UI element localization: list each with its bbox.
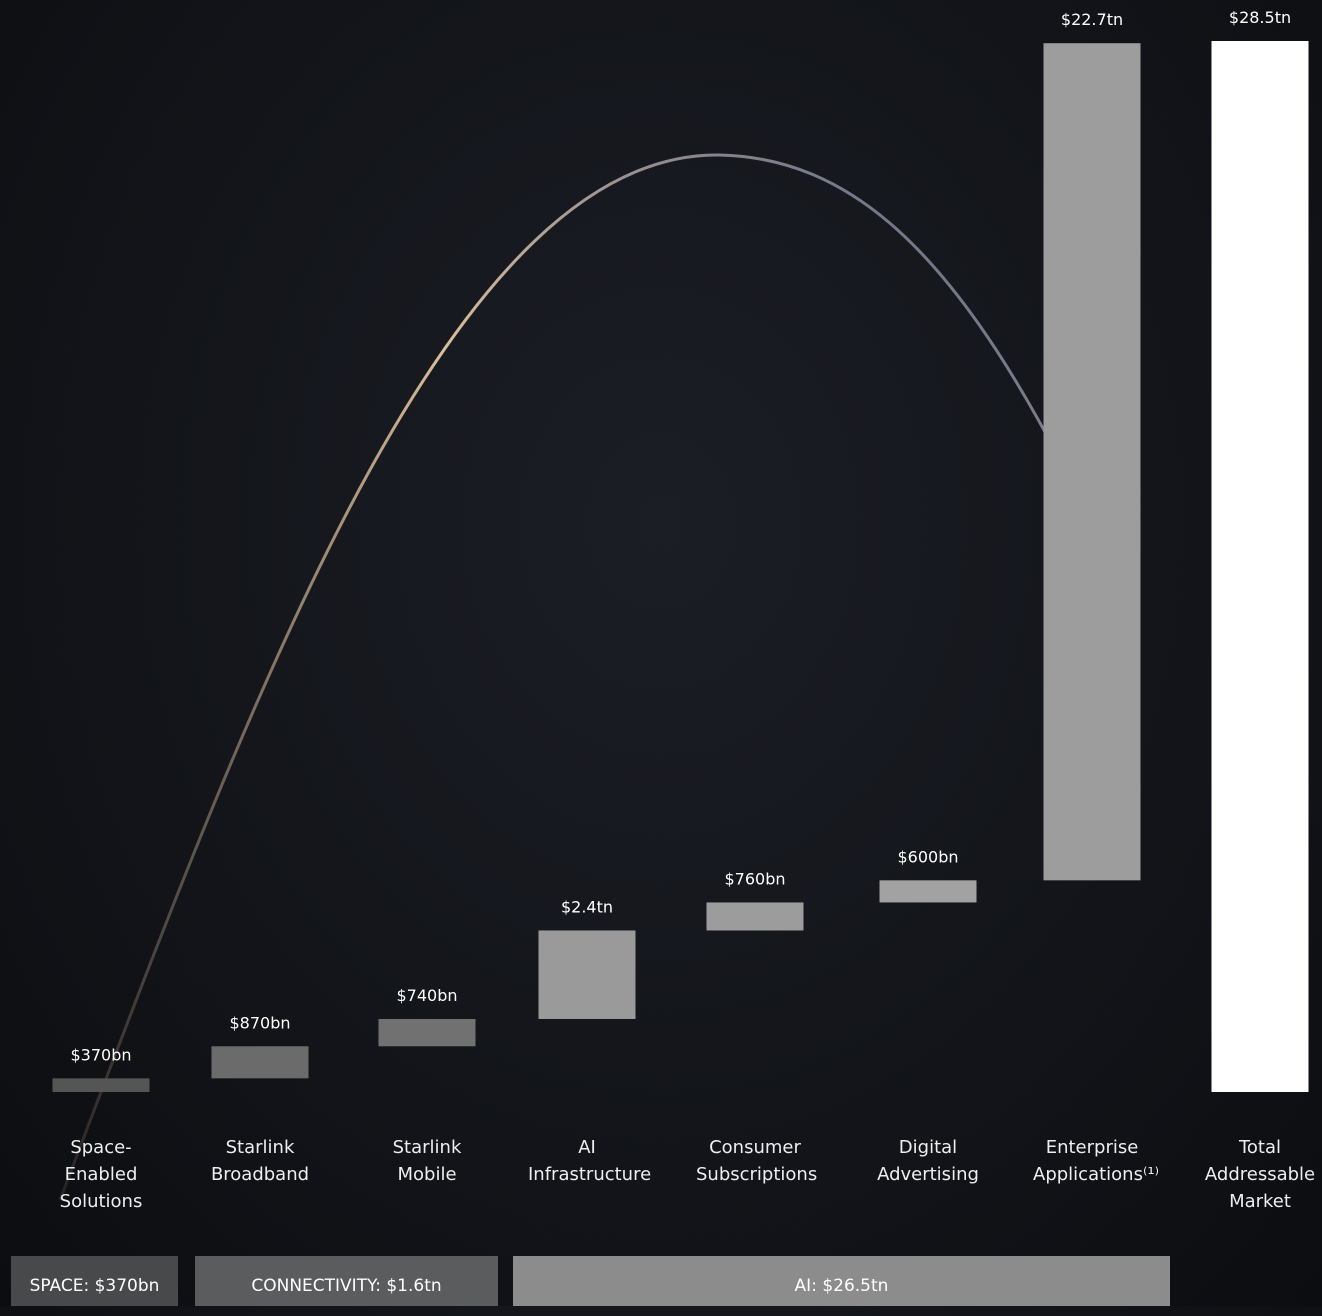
bar xyxy=(879,880,977,903)
category-label: Enterprise Applications⁽¹⁾ xyxy=(1033,1137,1160,1185)
rocket-trail xyxy=(58,153,1062,1201)
value-label: $22.7tn xyxy=(1061,10,1123,29)
value-label: $370bn xyxy=(70,1045,131,1064)
bar xyxy=(211,1046,309,1079)
bar xyxy=(1211,41,1309,1092)
value-label: $760bn xyxy=(724,869,785,888)
category-label: Space-Enabled Solutions xyxy=(59,1137,143,1212)
bar xyxy=(706,902,804,931)
bar xyxy=(538,930,636,1019)
group-bar: AI: $26.5tn xyxy=(513,1256,1170,1306)
group-bar: CONNECTIVITY: $1.6tn xyxy=(195,1256,498,1306)
category-label: Digital Advertising xyxy=(877,1137,979,1185)
bar xyxy=(378,1018,476,1047)
value-label: $2.4tn xyxy=(561,897,613,916)
group-bar: SPACE: $370bn xyxy=(11,1256,178,1306)
category-label: Total Addressable Market xyxy=(1204,1137,1316,1212)
value-label: $28.5tn xyxy=(1229,8,1291,27)
category-label: Starlink Mobile xyxy=(392,1137,462,1185)
bar xyxy=(52,1078,150,1092)
bar xyxy=(1043,43,1141,881)
value-label: $870bn xyxy=(229,1013,290,1032)
value-label: $740bn xyxy=(396,986,457,1005)
category-label: Consumer Subscriptions xyxy=(696,1137,818,1185)
category-label: AI Infrastructure xyxy=(528,1137,652,1185)
category-label: Starlink Broadband xyxy=(210,1137,310,1185)
value-label: $600bn xyxy=(897,847,958,866)
